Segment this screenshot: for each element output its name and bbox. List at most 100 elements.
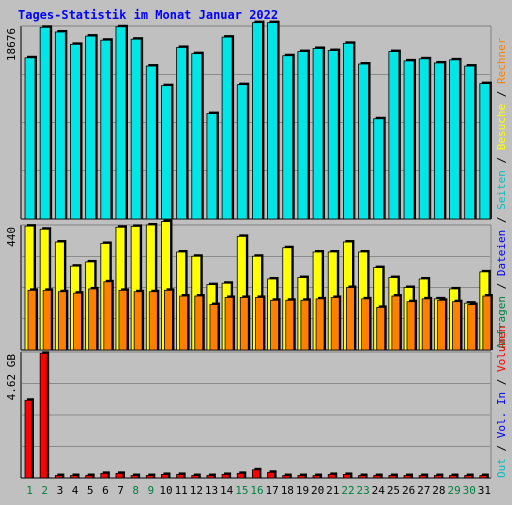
legend-entry: Besuche	[495, 104, 508, 150]
volume-bar	[191, 475, 200, 479]
legend-entry: /	[495, 210, 508, 230]
requests-bar	[433, 62, 445, 220]
x-tick-label: 24	[372, 484, 386, 497]
hosts-bar	[209, 304, 219, 351]
hosts-bar	[118, 289, 128, 351]
volume-bar	[85, 475, 94, 479]
volume-bar	[418, 475, 427, 479]
x-tick-label: 16	[250, 484, 263, 497]
hosts-bar	[88, 288, 98, 351]
requests-bar	[403, 60, 415, 220]
x-axis-labels: 1 2 3 4 5 6 7 8 9 10 11 12 13 14 15 16 17 18 19 20 21 22 23 24 2…	[26, 484, 491, 497]
requests-bar	[297, 51, 309, 220]
requests-bar	[221, 36, 233, 220]
volume-bar	[433, 475, 442, 479]
hosts-bar	[148, 291, 158, 351]
legend-entry: Rechner	[495, 37, 508, 84]
x-tick-label: 11	[175, 484, 188, 497]
volume-bar	[403, 475, 412, 479]
requests-bar	[176, 47, 188, 220]
x-tick-label: 20	[311, 484, 324, 497]
x-tick-label: 13	[205, 484, 218, 497]
x-tick-label: 18	[281, 484, 294, 497]
volume-bar	[115, 472, 124, 479]
volume-bar	[252, 469, 260, 479]
x-tick-label: 10	[159, 484, 172, 497]
hosts-bar	[133, 291, 143, 351]
hosts-bar	[285, 299, 295, 351]
x-tick-label: 19	[296, 484, 309, 497]
hosts-bar	[73, 292, 82, 351]
requests-bar	[282, 55, 294, 220]
volume-bar	[312, 475, 321, 479]
volume-bar	[145, 475, 154, 479]
x-tick-label: 31	[478, 484, 491, 497]
volume-bar	[327, 474, 336, 479]
x-tick-label: 17	[266, 484, 279, 497]
volume-bar	[176, 474, 185, 479]
requests-bar	[206, 113, 218, 220]
x-tick-label: 5	[87, 484, 94, 497]
legend-entry: Anfragen	[495, 296, 508, 349]
requests-bar	[54, 31, 66, 220]
requests-bar	[388, 51, 400, 220]
volume-bar	[267, 471, 275, 479]
x-tick-label: 27	[417, 484, 430, 497]
requests-bar	[115, 26, 127, 220]
x-tick-label: 28	[432, 484, 445, 497]
requests-y-max-label: 18676	[5, 28, 18, 61]
hosts-bar	[255, 297, 264, 351]
hosts-bar	[57, 291, 67, 351]
chart-title: Tages-Statistik im Monat Januar 2022	[18, 8, 278, 22]
volume-bar	[24, 399, 33, 479]
requests-bar	[312, 48, 324, 220]
legend-entry: Volumen	[495, 326, 508, 372]
legend-bottom: Out / Vol. In / Volumen	[495, 326, 508, 478]
hosts-bar	[376, 306, 386, 351]
x-tick-label: 25	[387, 484, 400, 497]
legend-entry: /	[495, 372, 508, 392]
volume-bar	[449, 475, 457, 479]
requests-bar	[85, 35, 97, 220]
volume-bar	[221, 474, 230, 479]
legend-entry: Out	[495, 458, 508, 478]
hosts-bar	[452, 301, 461, 351]
hosts-bar	[406, 301, 416, 351]
requests-bar	[191, 53, 203, 220]
x-tick-label: 2	[41, 484, 48, 497]
x-tick-label: 26	[402, 484, 415, 497]
volume-bar	[70, 475, 78, 479]
hosts-bar	[42, 289, 52, 351]
volume-bar	[297, 475, 306, 479]
x-tick-label: 29	[447, 484, 460, 497]
hosts-bar	[467, 304, 477, 351]
x-tick-label: 14	[220, 484, 234, 497]
legend-entry: /	[495, 150, 508, 170]
right-legend: Anfragen / Dateien / Seiten / Besuche / …	[495, 37, 508, 478]
volume-y-max-label: 4.62 GB	[5, 354, 18, 401]
volume-bar	[282, 475, 291, 479]
hosts-bar	[391, 295, 401, 351]
requests-bar	[464, 65, 476, 220]
x-tick-label: 12	[190, 484, 203, 497]
requests-bar	[358, 63, 369, 220]
hosts-bar	[179, 295, 189, 351]
hosts-bar	[482, 295, 492, 351]
requests-bar	[373, 118, 385, 220]
hosts-bar	[330, 297, 340, 351]
volume-bar	[54, 475, 63, 479]
volume-bar	[236, 472, 245, 479]
x-tick-label: 23	[357, 484, 370, 497]
requests-bar	[418, 58, 430, 220]
x-tick-label: 3	[57, 484, 64, 497]
requests-bar	[24, 57, 36, 220]
volume-bar	[342, 474, 351, 479]
x-tick-label: 4	[72, 484, 79, 497]
requests-bar	[130, 38, 142, 220]
volume-bar	[373, 475, 382, 479]
hosts-bar	[194, 295, 204, 351]
x-tick-label: 21	[326, 484, 339, 497]
volume-bar	[130, 475, 139, 479]
hosts-bar	[270, 299, 279, 351]
